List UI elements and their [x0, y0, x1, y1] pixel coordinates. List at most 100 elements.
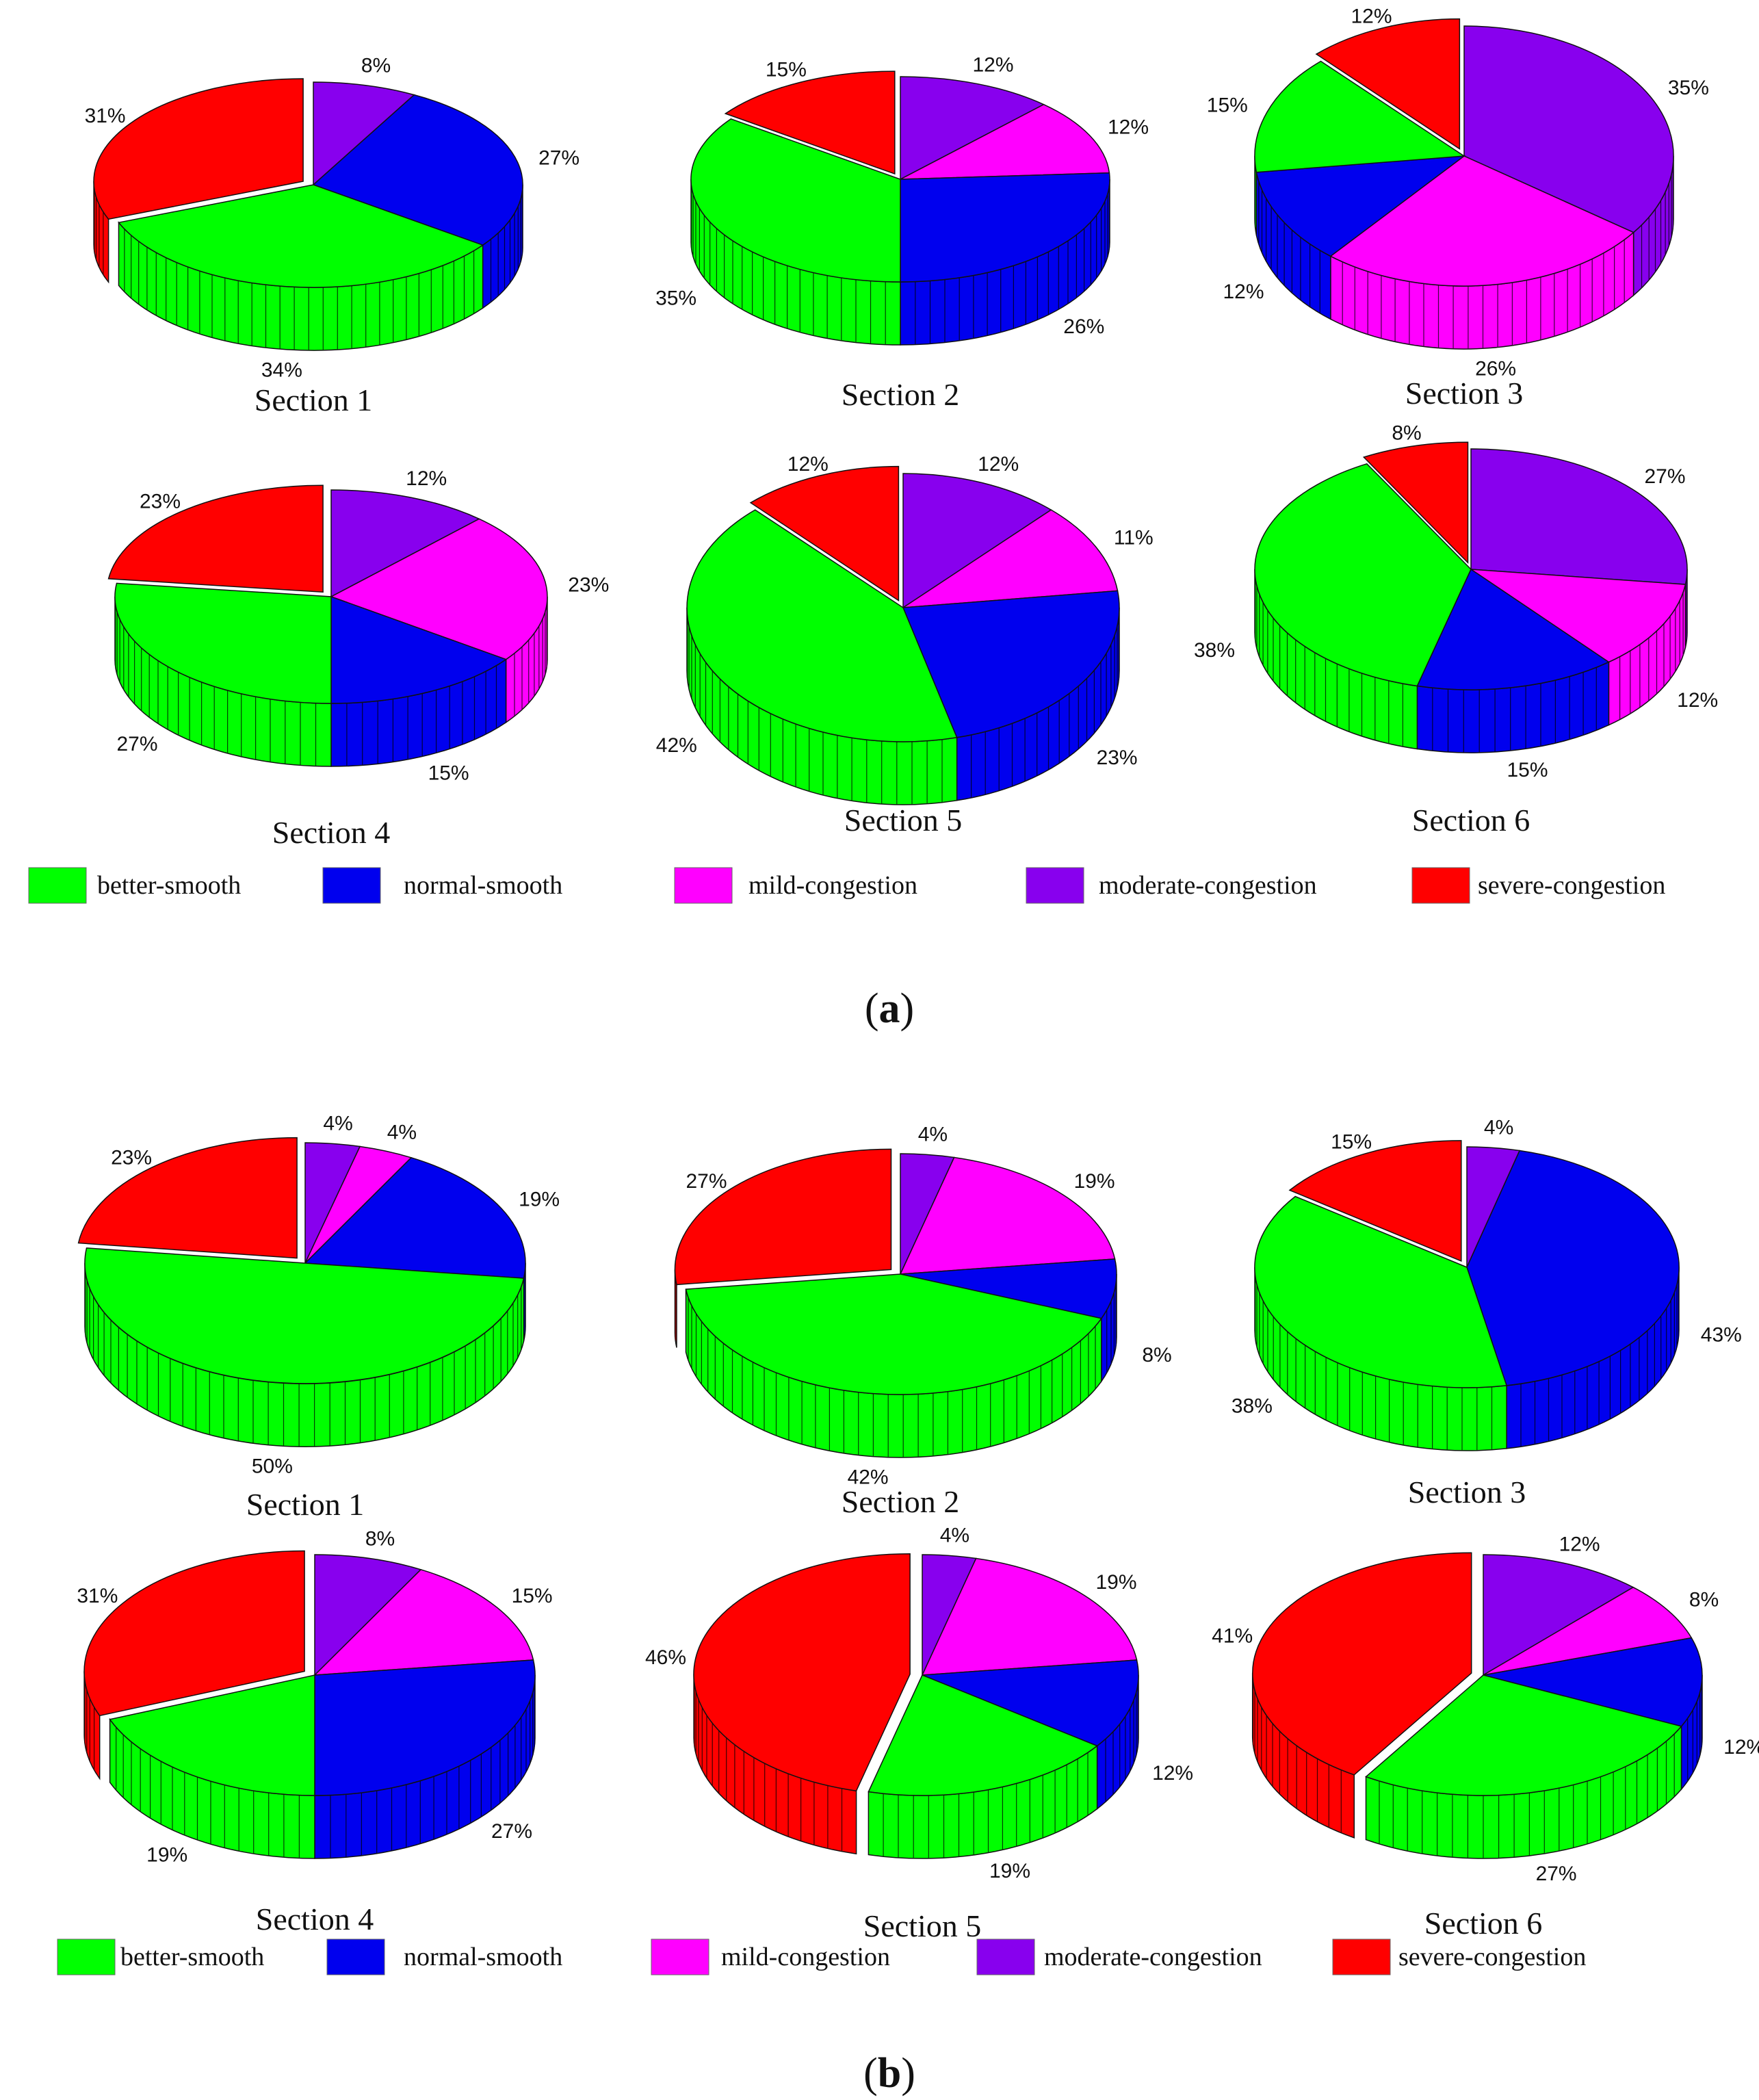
pie-slice-b-s2-normal-smooth — [900, 1258, 1117, 1319]
pie-slice-b-s6-severe-congestion — [1252, 1552, 1472, 1776]
legend-a-swatch-moderate-congestion — [1026, 867, 1084, 904]
pie-slice-b-s4-better-smooth — [109, 1674, 315, 1796]
pie-label-b-s3-normal-smooth: 43% — [1701, 1324, 1742, 1347]
pie-slice-a-s6-better-smooth — [1254, 463, 1472, 687]
pie-title-a-s5: Section 5 — [844, 803, 962, 838]
pie-slice-a-s3-mild-congestion — [1329, 155, 1634, 287]
pie-b-s2: 27% 4% 19% 8% 42%Section 2 — [674, 1124, 1172, 1519]
pie-label-b-s5-normal-smooth: 12% — [1152, 1762, 1193, 1785]
pie-a-s6: 8% 27% 12% 15% 38% Section 6 — [1194, 422, 1718, 838]
pie-b-s1: 23% 4% 4% 19% 50% Section 1 — [77, 1113, 560, 1522]
pie-title-b-s4: Section 4 — [256, 1902, 374, 1936]
pie-slice-b-s4-normal-smooth — [314, 1659, 536, 1796]
pie-slice-a-s6-normal-smooth — [1416, 568, 1610, 690]
pie-slice-a-s2-severe-congestion — [724, 70, 896, 175]
pie-title-b-s5: Section 5 — [863, 1908, 981, 1943]
pie-a-s1: 31% 8% 27% 34%Section 1 — [85, 55, 580, 417]
pie-slice-a-s5-normal-smooth — [902, 590, 1120, 738]
pie-label-a-s6-moderate-congestion: 27% — [1644, 465, 1685, 488]
pie-label-a-s6-severe-congestion: 8% — [1392, 422, 1421, 445]
pie-slice-a-s4-mild-congestion — [330, 518, 548, 660]
pie-slice-a-s2-better-smooth — [690, 118, 901, 283]
pie-label-a-s2-better-smooth: 35% — [655, 287, 696, 310]
pie-title-a-s6: Section 6 — [1412, 803, 1530, 838]
pie-slice-b-s6-mild-congestion — [1483, 1586, 1693, 1676]
pie-slice-a-s6-mild-congestion — [1469, 569, 1686, 663]
panel-a-close-paren: ) — [900, 985, 915, 1032]
legend-a-swatch-mild-congestion — [674, 867, 733, 904]
pie-label-b-s3-moderate-congestion: 4% — [1484, 1117, 1513, 1139]
pie-label-b-s1-mild-congestion: 4% — [387, 1122, 417, 1144]
pie-label-b-s2-better-smooth: 42% — [848, 1466, 889, 1488]
pie-slice-a-s4-severe-congestion — [107, 484, 324, 593]
pie-label-b-s6-mild-congestion: 8% — [1689, 1589, 1719, 1611]
pie-a-s3: 12% 35% 26% 12% 15% Section 3 — [1207, 5, 1709, 411]
pie-slice-b-s4-mild-congestion — [313, 1568, 534, 1676]
pie-label-b-s6-normal-smooth: 12% — [1723, 1736, 1759, 1759]
pie-slice-a-s4-normal-smooth — [330, 595, 508, 704]
pie-slice-a-s1-severe-congestion — [93, 78, 304, 220]
pie-label-a-s1-moderate-congestion: 8% — [361, 55, 391, 77]
pie-label-b-s2-moderate-congestion: 4% — [918, 1124, 948, 1146]
pie-label-b-s6-better-smooth: 27% — [1536, 1863, 1577, 1885]
pie-label-b-s4-moderate-congestion: 8% — [365, 1528, 395, 1551]
pie-label-a-s5-severe-congestion: 12% — [787, 453, 829, 476]
pie-label-b-s1-severe-congestion: 23% — [111, 1147, 152, 1169]
pie-slice-b-s4-severe-congestion — [83, 1550, 305, 1717]
pie-b-s4: 31% 8% 15% 27% 19% Section 4 — [77, 1528, 552, 1937]
panel-label-a: (a) — [865, 985, 914, 1032]
pie-slice-b-s6-better-smooth — [1365, 1674, 1682, 1796]
charts-layer: 31%8%27%34%Section 1 15% 12% 12% 26% 35% Secti… — [77, 5, 1759, 1943]
pie-label-a-s2-severe-congestion: 15% — [766, 59, 807, 81]
pie-slice-b-s1-better-smooth — [84, 1247, 525, 1384]
pie-label-a-s2-normal-smooth: 26% — [1063, 315, 1104, 338]
pie-label-b-s2-mild-congestion: 19% — [1073, 1170, 1115, 1193]
pie-b-s3: 15% 4% 43% 38% Section 3 — [1232, 1117, 1742, 1509]
legend-a-label-mild-congestion: mild-congestion — [748, 871, 917, 900]
pie-label-a-s6-mild-congestion: 12% — [1677, 689, 1718, 712]
panel-a-open-paren: ( — [865, 985, 879, 1032]
pie-label-a-s4-moderate-congestion: 12% — [406, 467, 447, 490]
pie-title-b-s2: Section 2 — [842, 1484, 959, 1519]
pie-slice-b-s6-moderate-congestion — [1483, 1554, 1634, 1676]
pie-slice-a-s3-better-smooth — [1254, 60, 1466, 173]
pie-label-a-s3-mild-congestion: 26% — [1475, 357, 1516, 380]
pie-slice-a-s2-mild-congestion — [900, 103, 1110, 180]
pie-label-a-s4-mild-congestion: 23% — [568, 574, 609, 597]
pie-a-s2: 15% 12% 12% 26% 35% Section 2 — [655, 54, 1149, 412]
legend-b-label-mild-congestion: mild-congestion — [721, 1943, 890, 1971]
pie-slice-b-s2-mild-congestion — [899, 1156, 1116, 1275]
panel-b-close-paren: ) — [901, 2050, 915, 2097]
pie-slice-a-s6-severe-congestion — [1362, 441, 1469, 565]
pie-label-a-s4-normal-smooth: 15% — [428, 762, 469, 785]
pie-label-b-s5-mild-congestion: 19% — [1095, 1571, 1136, 1594]
pie-b-s5: 46% 4% 19% 12% 19% Section 5 — [645, 1525, 1193, 1943]
pie-label-a-s5-better-smooth: 42% — [656, 734, 697, 757]
pie-title-a-s2: Section 2 — [842, 377, 959, 412]
legend-b-swatch-better-smooth — [57, 1939, 116, 1975]
pie-slice-a-s2-moderate-congestion — [900, 76, 1045, 181]
legend-a-label-normal-smooth: normal-smooth — [404, 871, 562, 900]
pie-slice-b-s5-mild-congestion — [921, 1557, 1138, 1676]
pie-slice-a-s1-moderate-congestion — [313, 81, 415, 186]
pie-label-b-s3-severe-congestion: 15% — [1331, 1131, 1372, 1154]
pie-label-b-s6-severe-congestion: 41% — [1212, 1625, 1253, 1648]
pie-label-a-s5-mild-congestion: 11% — [1114, 526, 1154, 549]
pie-label-a-s4-severe-congestion: 23% — [140, 491, 181, 513]
pie-slice-a-s3-normal-smooth — [1255, 155, 1466, 257]
pie-slice-b-s3-normal-smooth — [1466, 1150, 1680, 1386]
pie-a-s4: 23% 12% 23% 15% 27% Section 4 — [107, 467, 609, 850]
pie-label-b-s3-better-smooth: 38% — [1232, 1395, 1273, 1417]
pie-slice-b-s1-severe-congestion — [77, 1137, 298, 1259]
pie-title-a-s3: Section 3 — [1405, 376, 1523, 411]
legend-b-label-better-smooth: better-smooth — [120, 1943, 264, 1971]
legend-a: better-smooth normal-smooth mild-congest… — [28, 867, 1665, 904]
legend-b-label-severe-congestion: severe-congestion — [1398, 1943, 1586, 1971]
pie-slice-b-s2-severe-congestion — [674, 1148, 892, 1286]
legend-b-swatch-normal-smooth — [326, 1939, 385, 1975]
pie-slice-b-s2-better-smooth — [685, 1273, 1103, 1395]
pie-slice-a-s3-moderate-congestion — [1463, 25, 1674, 233]
pie-label-a-s5-normal-smooth: 23% — [1097, 747, 1138, 769]
pie-label-b-s4-mild-congestion: 15% — [512, 1585, 553, 1607]
